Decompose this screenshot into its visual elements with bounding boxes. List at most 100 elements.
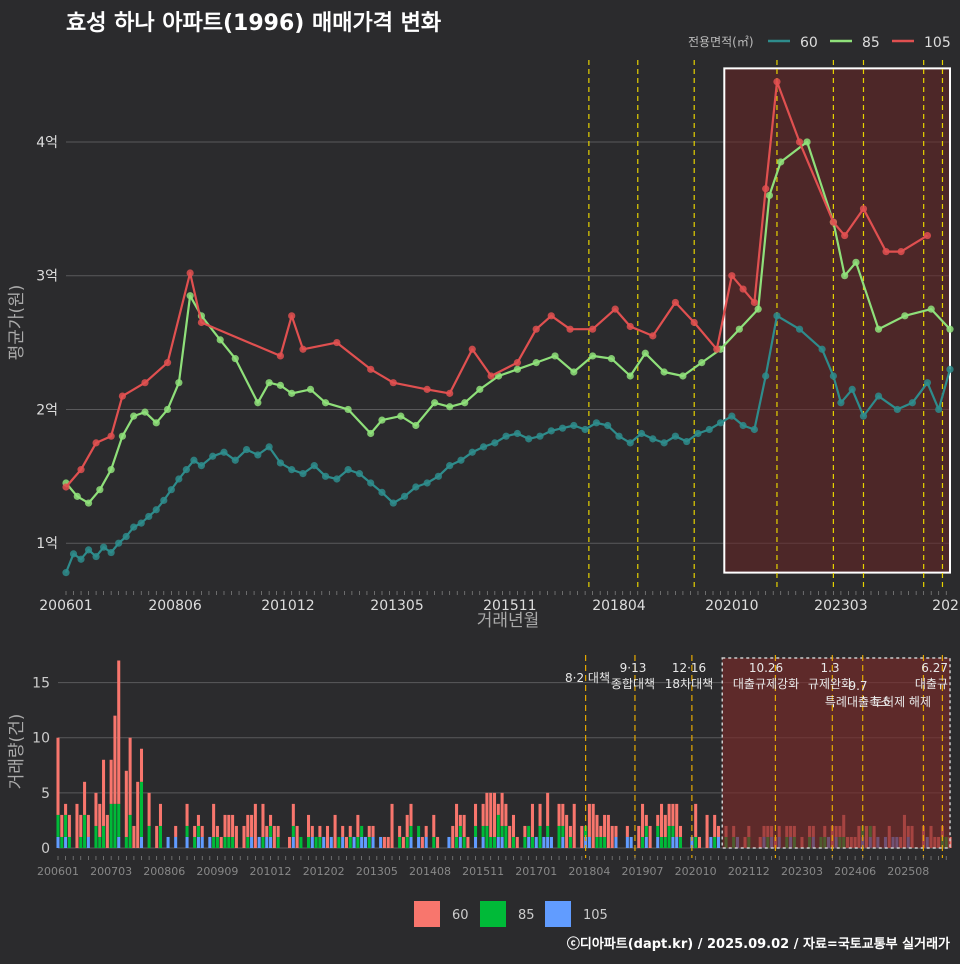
price-point-85 [765,191,774,200]
price-point-105 [923,231,932,240]
volume-bar-60 [561,803,565,826]
volume-bar-60 [511,814,516,837]
price-point-85 [735,325,743,333]
volume-x-tick-label: 200909 [196,865,238,878]
price-point-105 [897,248,905,256]
volume-bar-105 [250,836,254,848]
price-point-85 [276,381,285,389]
volume-bar-60 [436,836,440,848]
volume-bar-60 [656,814,660,826]
price-point-60 [182,466,190,474]
price-point-60 [694,429,702,438]
volume-bar-60 [253,803,257,848]
price-point-60 [908,399,916,407]
volume-bar-105 [614,836,618,848]
price-point-105 [841,231,849,240]
volume-bar-60 [67,814,71,837]
bottom-legend: 60 85 105 [414,901,608,927]
volume-bar-60 [705,814,709,848]
price-point-105 [487,372,495,380]
price-point-85 [607,355,616,363]
price-point-60 [69,550,78,558]
volume-bar-60 [546,792,550,826]
price-point-105 [423,385,431,393]
volume-bar-60 [660,803,664,837]
price-point-85 [231,355,239,363]
price-point-85 [461,399,469,407]
price-point-85 [901,312,909,320]
volume-bar-85 [455,836,459,848]
volume-bar-85 [231,836,235,848]
volume-bar-60 [155,825,159,848]
price-point-85 [660,368,668,376]
volume-bar-85 [474,825,478,837]
volume-bar-60 [716,825,720,837]
volume-bar-85 [595,836,599,848]
volume-bar-60 [557,803,561,826]
volume-bar-60 [420,836,424,848]
volume-bar-60 [291,803,295,826]
volume-bar-60 [94,792,98,826]
volume-bar-105 [587,836,591,848]
volume-bar-85 [223,836,227,848]
volume-bar-85 [348,836,352,848]
volume-bar-105 [265,836,269,848]
price-point-105 [795,138,804,146]
bar-legend-label-60: 60 [452,908,469,923]
price-point-60 [92,552,100,561]
price-point-105 [589,325,597,333]
price-x-tick-label: 202303 [814,598,867,614]
price-point-105 [141,379,149,387]
volume-bar-85 [584,825,588,837]
volume-bar-60 [606,814,610,848]
volume-bar-60 [451,825,455,848]
volume-bar-105 [500,836,504,848]
volume-x-tick-label: 201202 [303,865,345,878]
volume-bar-85 [307,836,311,848]
volume-bar-85 [432,836,436,848]
volume-bar-105 [458,836,462,848]
volume-bar-105 [174,836,178,848]
price-x-tick-label: 201511 [483,598,536,614]
volume-bar-60 [200,825,204,837]
volume-bar-85 [557,825,561,848]
volume-bar-85 [56,814,60,837]
volume-bar-60 [124,770,128,837]
price-point-85 [152,419,160,427]
volume-bar-105 [291,836,295,848]
volume-bar-60 [341,825,345,837]
price-point-60 [115,539,123,547]
volume-bar-105 [496,836,500,848]
volume-bar-60 [196,814,200,826]
volume-bar-105 [644,836,648,848]
volume-bar-60 [288,836,292,848]
volume-bar-60 [310,825,314,837]
price-point-60 [378,488,386,496]
volume-x-tick-label: 201804 [568,865,610,878]
volume-bar-60 [424,825,428,837]
price-series-line-105 [65,80,928,488]
price-point-105 [163,359,172,367]
annotation-date: 토허제 해제 [872,695,931,709]
price-point-60 [705,425,713,434]
price-point-105 [468,345,476,353]
volume-x-tick-label: 201511 [462,865,504,878]
price-point-60 [491,439,499,447]
price-point-85 [927,305,935,313]
volume-bar-60 [139,748,144,782]
annotation-label: 특례대출축소 [825,695,891,709]
volume-bar-105 [352,836,356,848]
price-point-60 [209,452,217,460]
price-point-105 [649,332,657,340]
volume-bar-60 [678,825,683,837]
price-point-60 [683,437,691,446]
price-point-60 [389,499,397,507]
price-point-105 [92,439,100,447]
price-point-85 [513,365,522,373]
volume-bar-105 [656,836,660,848]
price-point-85 [754,305,762,313]
volume-bar-60 [185,803,189,826]
volume-bar-105 [561,836,565,848]
